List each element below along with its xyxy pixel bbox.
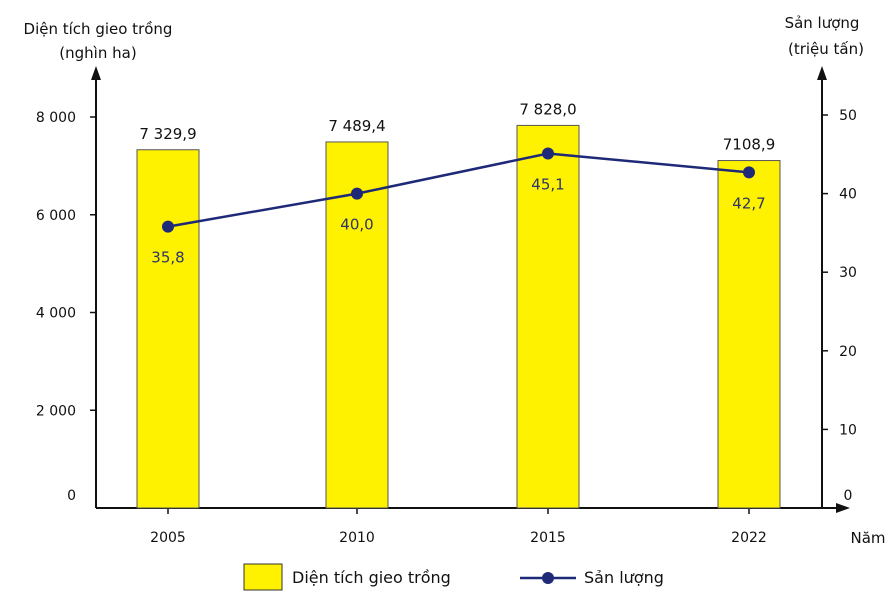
left-tick-label: 8 000 [36,110,76,126]
line-value-label: 42,7 [732,194,765,212]
x-tick-label: 2022 [731,530,767,546]
left-axis-title-line1: Diện tích gieo trồng [24,20,173,38]
chart-marks: 0 2 000 4 000 6 000 8 000 0 10 20 30 40 50 2005 2010… [36,66,857,546]
x-axis-title: Năm [850,529,885,547]
right-tick-label: 50 [839,108,857,124]
right-tick-label: 0 [844,488,853,504]
legend-bar-swatch [243,563,283,591]
bar-value-label: 7 828,0 [519,100,576,118]
left-tick-label: 6 000 [36,208,76,224]
bar-2015 [516,124,580,509]
line-series-path [167,152,750,228]
right-tick-label: 20 [839,344,857,360]
legend-line-marker [542,572,554,584]
bar-2022 [717,160,781,509]
legend-line-label: Sản lượng [584,568,664,587]
line-point-2022 [743,166,755,179]
line-point-2015 [542,147,554,160]
right-tick-label: 30 [839,265,857,281]
left-axis-title-line2: (nghìn ha) [59,44,136,62]
x-axis-arrow [836,503,850,513]
x-tick-label: 2015 [530,530,566,546]
left-axis-arrow [91,66,101,80]
right-tick-label: 10 [839,422,857,438]
x-tick-label: 2005 [150,530,186,546]
line-point-2010 [351,187,363,200]
left-tick-label: 4 000 [36,306,76,322]
bar-value-label: 7 329,9 [139,125,196,143]
line-value-label: 40,0 [340,216,373,234]
right-axis-title-line1: Sản lượng [785,14,860,32]
line-value-label: 45,1 [531,176,564,194]
line-value-label: 35,8 [151,249,184,267]
legend: Diện tích gieo trồng Sản lượng [243,563,664,591]
left-tick-label: 0 [67,488,76,504]
bar-2010 [325,141,389,509]
bar-2005 [136,149,200,509]
left-tick-label: 2 000 [36,403,76,419]
bar-value-label: 7 489,4 [328,117,385,135]
right-axis-arrow [817,66,827,80]
right-tick-label: 40 [839,187,857,203]
right-axis-title-line2: (triệu tấn) [788,40,864,58]
legend-bar-label: Diện tích gieo trồng [292,568,451,587]
x-tick-label: 2010 [339,530,375,546]
line-point-2005 [162,220,174,233]
bar-value-label: 7108,9 [723,136,776,154]
